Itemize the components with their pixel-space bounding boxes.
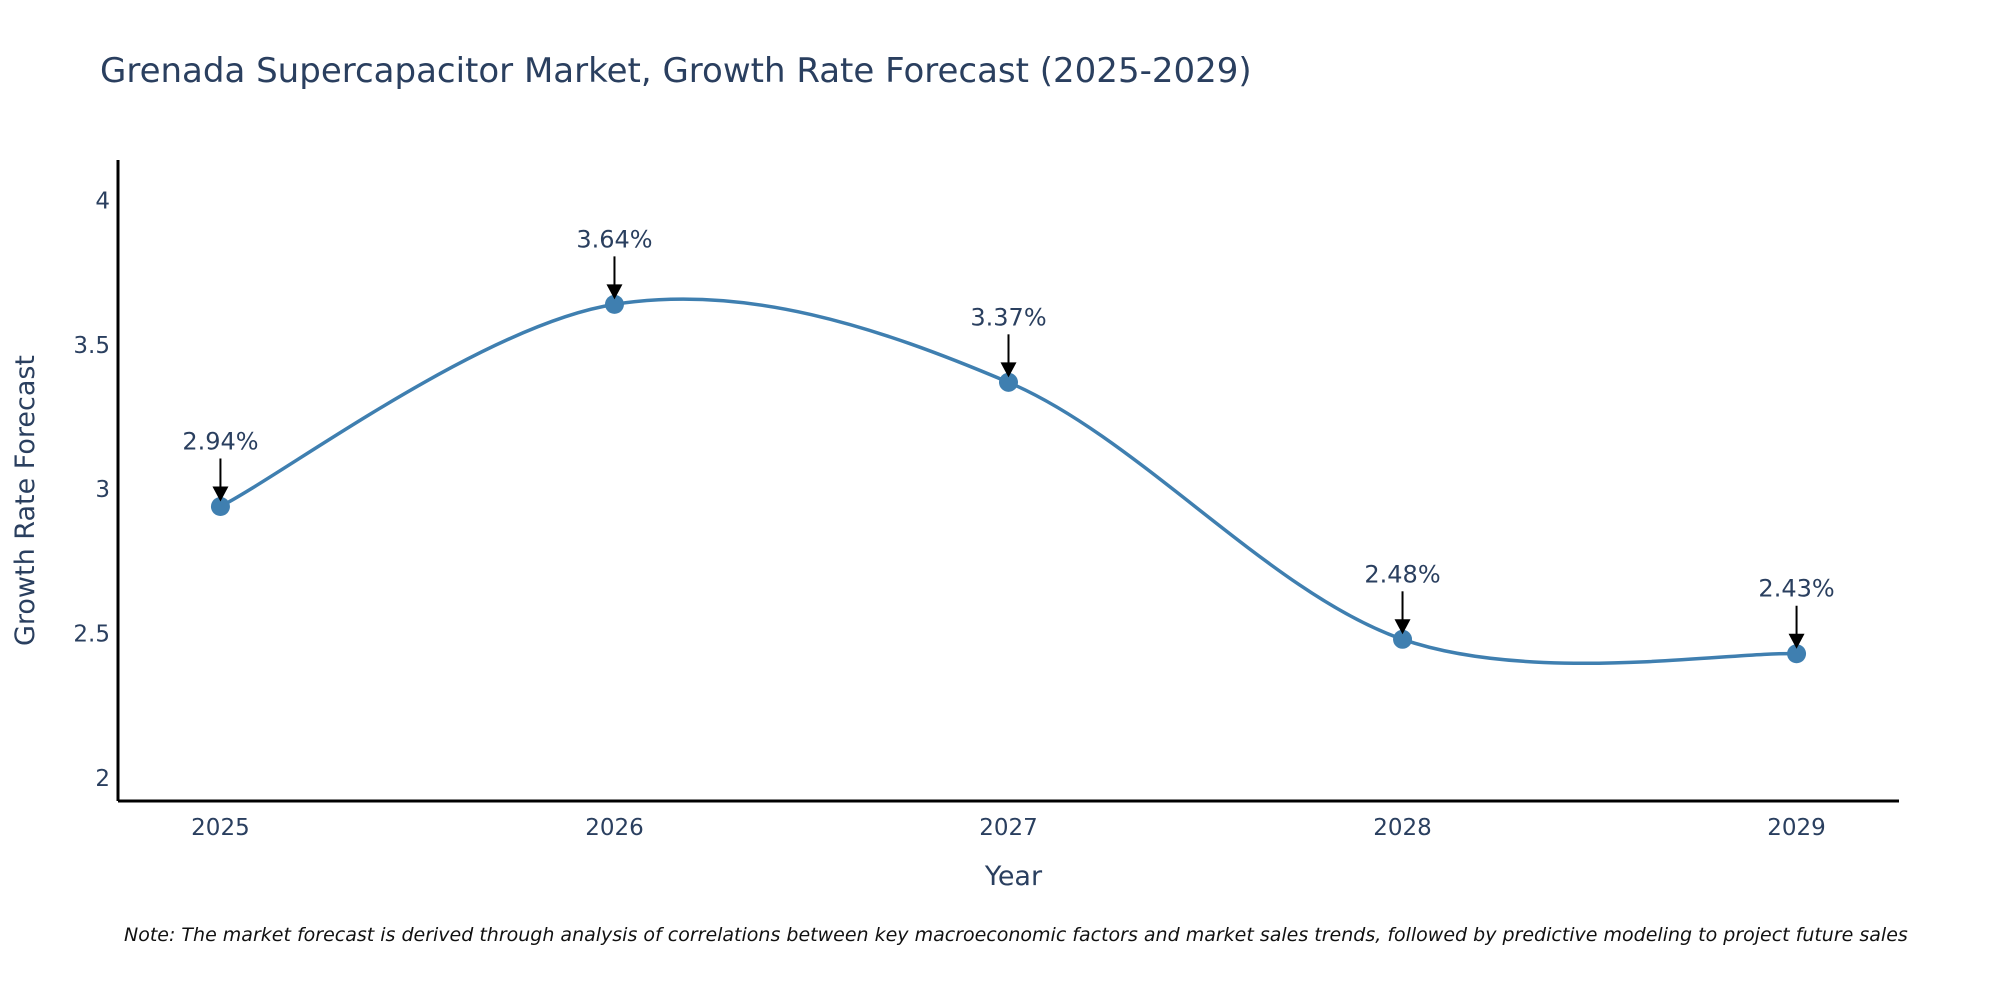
data-label: 2.94% <box>182 427 258 455</box>
markers <box>210 294 1807 664</box>
y-tick-label: 2 <box>95 766 110 792</box>
data-label-annotation: 3.37% <box>970 303 1047 378</box>
data-label-annotation: 3.64% <box>576 225 653 300</box>
data-point-marker <box>999 372 1018 392</box>
plot-area: 2.94% 3.64% 3.37% 2.48% 2.43% <box>182 225 1835 665</box>
data-label-annotation: 2.94% <box>182 427 259 502</box>
x-tick-label: 2026 <box>585 815 644 841</box>
footnote: Note: The market forecast is derived thr… <box>124 924 1908 946</box>
data-label: 3.37% <box>970 303 1046 331</box>
data-point-marker <box>210 496 230 516</box>
arrow-head-icon <box>1000 362 1017 378</box>
arrow-head-icon <box>606 284 623 300</box>
y-axis-ticks: 2 2.5 3 3.5 4 <box>73 188 110 791</box>
chart-title: Grenada Supercapacitor Market, Growth Ra… <box>100 51 1252 91</box>
x-axis-ticks: 2025 2026 2027 2028 2029 <box>191 815 1826 841</box>
x-tick-label: 2027 <box>979 815 1038 841</box>
annotations: 2.94% 3.64% 3.37% 2.48% 2.43% <box>182 225 1835 649</box>
x-tick-label: 2025 <box>191 815 250 841</box>
data-label: 3.64% <box>576 225 652 253</box>
data-point-marker <box>604 294 624 314</box>
y-tick-label: 3.5 <box>73 333 110 359</box>
y-axis-title: Growth Rate Forecast <box>10 355 41 646</box>
arrow-head-icon <box>1788 633 1805 649</box>
arrow-head-icon <box>212 486 229 502</box>
data-label: 2.48% <box>1364 560 1440 588</box>
x-axis-title: Year <box>984 861 1043 892</box>
y-tick-label: 4 <box>95 188 110 214</box>
data-label-annotation: 2.43% <box>1758 575 1835 649</box>
y-tick-label: 2.5 <box>73 622 110 648</box>
y-tick-label: 3 <box>95 477 110 503</box>
data-point-marker <box>1393 629 1413 649</box>
arrow-head-icon <box>1394 619 1411 635</box>
x-tick-label: 2028 <box>1373 815 1432 841</box>
data-label: 2.43% <box>1758 575 1834 603</box>
x-tick-label: 2029 <box>1767 815 1826 841</box>
data-label-annotation: 2.48% <box>1364 560 1441 635</box>
data-point-marker <box>1787 644 1807 664</box>
